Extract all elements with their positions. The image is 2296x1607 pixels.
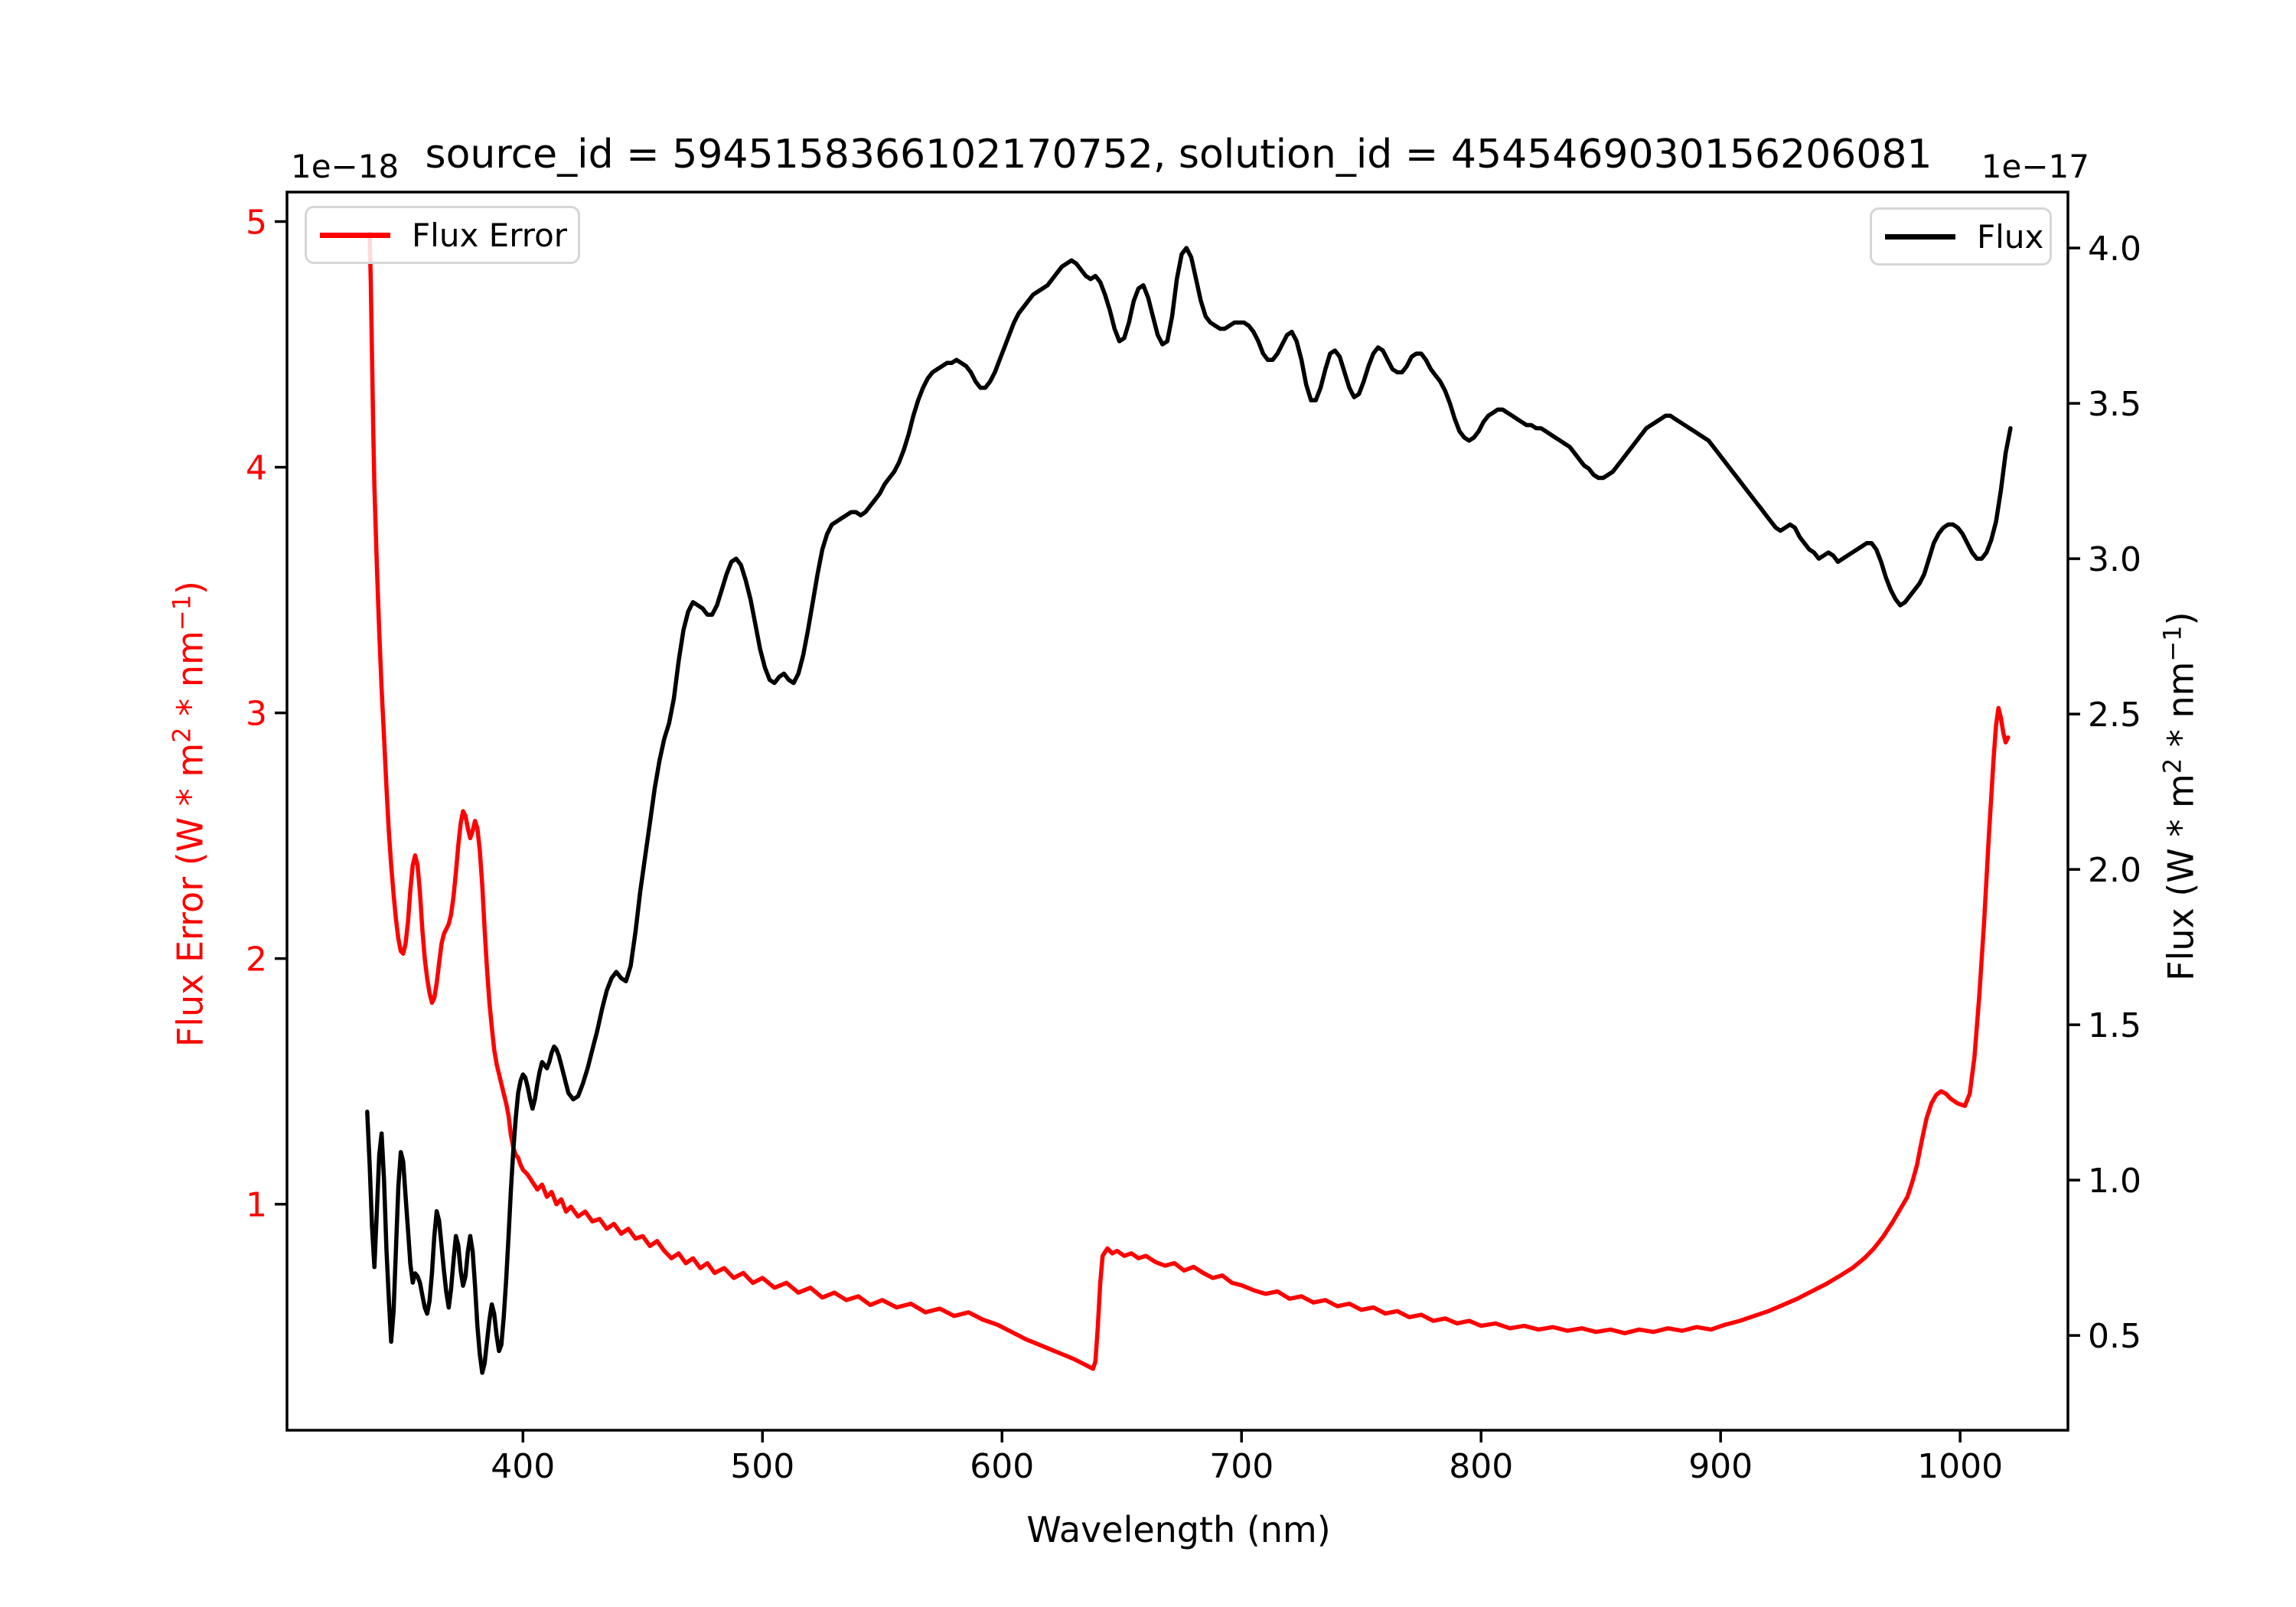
left-y-label-text: * nm [169,631,211,728]
x-tick-label: 700 [1209,1447,1274,1486]
left-y-tick-label: 4 [246,449,267,488]
axes-frame [285,191,2069,1432]
right-y-tick-label: 4.0 [2088,230,2141,269]
plot-title: source_id = 5945158366102170752, solutio… [425,132,1932,178]
x-tick-label: 600 [970,1447,1034,1486]
legend-flux: Flux [1870,207,2052,266]
flux-line [365,246,2013,1375]
right-y-label-sup: 2 [2157,758,2187,774]
left-y-label-text: Flux Error (W * m [169,742,211,1048]
legend-flux-error: Flux Error [305,206,580,264]
left-y-label-text: ) [169,581,211,595]
right-y-label-text: ) [2160,611,2202,626]
right-y-tick-label: 1.0 [2088,1162,2141,1201]
right-y-tick-label: 3.0 [2088,540,2141,579]
right-y-axis-label: Flux (W * m2 * nm−1) [2157,452,2201,1141]
x-tick-label: 500 [730,1447,794,1486]
right-axis-scale-offset: 1e−17 [1981,148,2089,185]
left-y-tick-label: 5 [246,204,267,243]
left-axis-scale-offset: 1e−18 [291,148,400,185]
right-y-tick-label: 0.5 [2088,1317,2141,1356]
flux-error-legend-label: Flux Error [412,216,568,254]
right-y-label-text: * nm [2160,661,2202,758]
x-tick-label: 1000 [1917,1447,2003,1486]
right-y-tick-label: 1.5 [2088,1006,2141,1045]
right-y-tick-label: 3.5 [2088,385,2141,424]
left-y-axis-label: Flux Error (W * m2 * nm−1) [167,470,210,1159]
x-axis-label: Wavelength (nm) [1026,1509,1331,1550]
left-y-label-sup: 2 [167,727,197,743]
right-y-label-sup: −1 [2157,625,2187,662]
flux-error-legend-line-icon [320,232,390,238]
left-y-tick-label: 3 [246,695,267,734]
x-tick-label: 400 [491,1447,555,1486]
flux-error-line [367,231,2011,1371]
right-y-tick-label: 2.0 [2088,851,2141,890]
left-y-tick-label: 1 [246,1186,267,1225]
flux-legend-line-icon [1885,233,1955,240]
x-tick-label: 900 [1688,1447,1753,1486]
x-tick-label: 800 [1449,1447,1513,1486]
right-y-tick-label: 2.5 [2088,696,2141,735]
left-y-tick-label: 2 [246,940,267,980]
left-y-label-sup: −1 [167,595,197,631]
flux-legend-label: Flux [1977,217,2044,256]
right-y-label-text: Flux (W * m [2160,774,2202,981]
